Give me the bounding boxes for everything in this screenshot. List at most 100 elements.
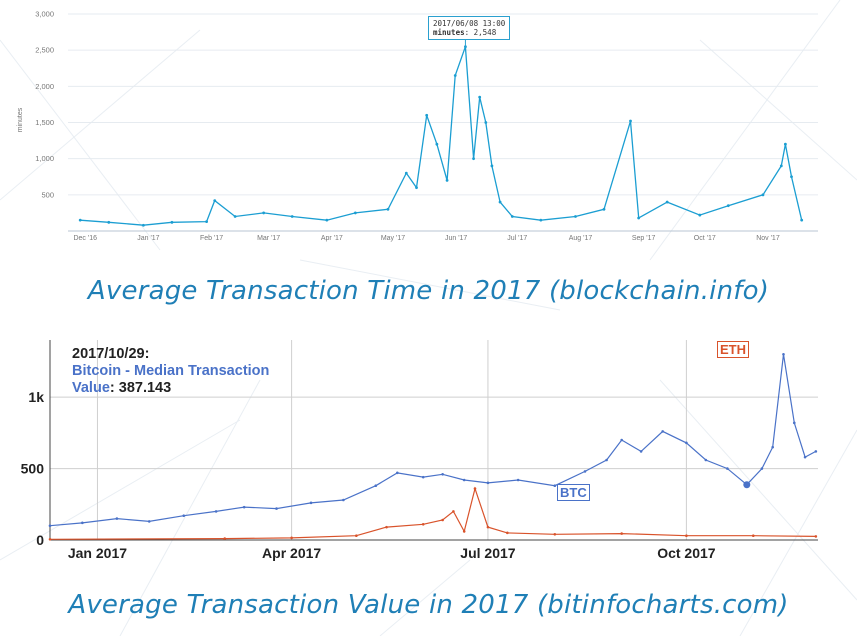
- top-chart-y-tick-labels: 500 1,000 1,500 2,000 2,500 3,000: [35, 10, 54, 200]
- bottom-y-tick-label: 500: [21, 461, 45, 477]
- eth-data-point: [223, 537, 227, 540]
- btc-data-point: [182, 514, 186, 518]
- btc-data-point: [685, 441, 688, 445]
- tooltip-date: 2017/06/08 13:00: [433, 19, 506, 28]
- btc-data-point: [81, 521, 84, 525]
- top-x-tick-label: Nov '17: [756, 235, 780, 242]
- bottom-y-tick-label: 1k: [28, 389, 44, 405]
- top-chart-data-points: [78, 35, 804, 227]
- btc-data-point: [486, 481, 490, 485]
- top-data-point: [213, 199, 217, 203]
- bottom-chart-caption: Average Transaction Value in 2017 (bitin…: [68, 590, 789, 620]
- top-data-point: [800, 218, 804, 222]
- eth-data-point: [355, 534, 358, 538]
- top-data-point: [629, 119, 632, 123]
- top-data-point: [435, 142, 439, 146]
- top-data-point: [415, 186, 418, 190]
- top-data-point: [142, 223, 145, 227]
- bottom-x-tick-label: Oct 2017: [657, 545, 716, 561]
- top-y-tick-label: 2,000: [35, 82, 54, 91]
- eth-data-point: [385, 525, 388, 529]
- btc-data-point: [374, 484, 378, 488]
- eth-data-point: [452, 510, 455, 513]
- top-y-tick-label: 2,500: [35, 46, 54, 55]
- top-data-point: [425, 113, 429, 117]
- top-chart-series-line: [80, 46, 803, 226]
- eth-data-point: [620, 532, 623, 535]
- btc-highlight-marker: [743, 481, 751, 489]
- top-y-tick-label: 500: [41, 190, 54, 199]
- btc-data-point: [275, 507, 278, 510]
- top-x-tick-label: Apr '17: [321, 235, 343, 242]
- top-data-point: [574, 215, 577, 218]
- btc-data-point: [553, 484, 557, 488]
- btc-data-point: [242, 505, 246, 509]
- btc-data-point: [583, 470, 587, 473]
- top-data-point: [453, 74, 457, 77]
- info-date: 2017/10/29:: [72, 346, 150, 362]
- eth-data-point: [462, 530, 466, 533]
- btc-data-point: [792, 421, 796, 425]
- top-data-point: [445, 178, 449, 182]
- top-chart-tooltip: 2017/06/08 13:00 minutes: 2,548: [428, 16, 511, 40]
- btc-data-point: [396, 471, 399, 475]
- btc-data-point: [115, 517, 119, 520]
- top-x-tick-label: Jan '17: [137, 235, 159, 242]
- top-y-tick-label: 1,500: [35, 118, 54, 127]
- top-x-tick-label: Oct '17: [694, 235, 716, 242]
- btc-data-point: [760, 467, 764, 470]
- top-data-point: [602, 207, 606, 211]
- btc-data-point: [782, 352, 785, 356]
- top-data-point: [698, 213, 702, 217]
- top-chart-gridlines: [68, 13, 818, 196]
- top-x-tick-label: Jul '17: [507, 235, 527, 242]
- top-data-point: [726, 204, 730, 208]
- top-chart-x-tick-labels: Dec '16 Jan '17 Feb '17 Mar '17 Apr '17 May '…: [73, 235, 779, 242]
- top-data-point: [478, 95, 482, 99]
- top-data-point: [510, 215, 514, 218]
- eth-data-point: [473, 487, 477, 490]
- top-chart: 500 1,000 1,500 2,000 2,500 3,000 Dec '16 Jan …: [17, 10, 818, 242]
- bottom-chart-x-tick-labels: Jan 2017 Apr 2017 Jul 2017 Oct 2017: [68, 545, 716, 561]
- top-data-point: [205, 220, 208, 223]
- bottom-chart-info-box: 2017/10/29: Bitcoin - Median Transaction…: [72, 346, 270, 396]
- bottom-chart-y-tick-labels: 0 500 1k: [21, 389, 45, 548]
- top-data-point: [783, 142, 787, 146]
- top-data-point: [233, 215, 237, 218]
- eth-series-line: [49, 486, 816, 540]
- top-data-point: [779, 164, 783, 168]
- btc-data-point: [516, 478, 520, 482]
- top-data-point: [353, 211, 357, 215]
- bottom-y-tick-label: 0: [36, 532, 44, 548]
- btc-data-point: [771, 445, 774, 449]
- btc-data-point: [309, 501, 313, 505]
- eth-data-point: [48, 537, 52, 541]
- btc-data-point: [48, 524, 52, 528]
- btc-data-point: [639, 450, 643, 453]
- eth-data-point: [814, 535, 818, 538]
- top-chart-caption: Average Transaction Time in 2017 (blockc…: [87, 276, 770, 306]
- bottom-chart-gridlines: [50, 340, 818, 540]
- btc-data-point: [726, 467, 729, 470]
- btc-data-point: [214, 510, 218, 513]
- btc-data-point: [814, 450, 818, 453]
- top-data-point: [498, 200, 502, 204]
- btc-data-point: [147, 520, 151, 523]
- btc-data-point: [342, 498, 345, 502]
- btc-data-point: [441, 472, 444, 476]
- top-data-point: [386, 207, 390, 211]
- top-data-point: [78, 218, 82, 222]
- tooltip-value: 2,548: [473, 28, 497, 37]
- btc-data-point: [803, 455, 807, 459]
- eth-data-point: [486, 525, 490, 529]
- top-x-tick-label: Aug '17: [569, 235, 593, 242]
- top-data-point: [665, 200, 669, 204]
- top-x-tick-label: May '17: [381, 235, 405, 242]
- bottom-x-tick-label: Jul 2017: [460, 545, 515, 561]
- top-y-tick-label: 3,000: [35, 10, 54, 19]
- top-data-point: [262, 211, 266, 215]
- info-value-label: Value: [72, 380, 110, 396]
- eth-data-point: [685, 534, 688, 538]
- top-x-tick-label: Dec '16: [73, 235, 97, 242]
